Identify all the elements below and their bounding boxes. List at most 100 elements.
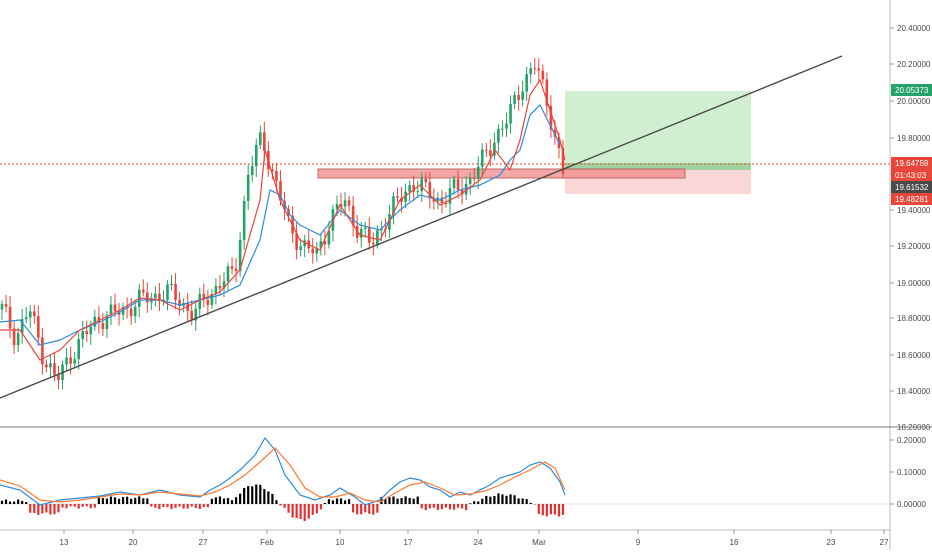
osc-bar (416, 496, 419, 504)
osc-bar (360, 504, 363, 515)
candle-body (561, 148, 565, 174)
osc-orange-line[interactable] (0, 447, 566, 503)
candle-body (101, 322, 105, 330)
candle-body (129, 308, 133, 317)
osc-bar (85, 504, 88, 507)
price-tick-label: 19.40000 (897, 206, 931, 215)
candle-body (234, 268, 238, 272)
osc-bar (117, 498, 121, 504)
candle-body (372, 242, 375, 245)
price-tag-bg (891, 169, 932, 181)
osc-bar (307, 504, 310, 519)
candle-body (485, 149, 488, 151)
osc-bar (331, 500, 335, 504)
price-tick-label: 18.40000 (897, 387, 931, 396)
price-tag-bg (891, 84, 932, 96)
osc-bar (456, 504, 460, 508)
osc-bar (29, 504, 32, 513)
price-tag-label: 19.61532 (895, 183, 929, 192)
osc-bar (343, 500, 347, 504)
candle-body (226, 266, 230, 282)
osc-bar (4, 499, 8, 504)
osc-bar (279, 504, 282, 506)
osc-bar (109, 496, 113, 504)
candle-body (250, 166, 254, 175)
osc-bar (186, 504, 189, 509)
candle-body (440, 197, 444, 204)
candle-body (549, 105, 553, 130)
osc-bar (517, 498, 520, 504)
osc-bar (311, 504, 314, 515)
osc-bar (545, 504, 548, 517)
osc-bar (65, 504, 68, 509)
candle-body (89, 326, 93, 335)
date-tick-label: 27 (199, 538, 208, 547)
ma-red-line[interactable] (0, 78, 566, 361)
osc-bar (33, 504, 36, 513)
date-tick-label: 23 (827, 538, 836, 547)
candle-body (347, 200, 351, 206)
price-tick-label: 19.20000 (897, 242, 931, 251)
candle-body (553, 129, 557, 137)
candle-body (121, 306, 125, 315)
osc-bar (194, 504, 197, 508)
osc-blue-line[interactable] (0, 436, 566, 506)
osc-bar (452, 504, 456, 510)
candle-body (202, 294, 206, 300)
osc-bar (513, 495, 516, 504)
osc-bar (202, 504, 205, 507)
osc-bar (275, 500, 278, 504)
candle-body (359, 228, 363, 238)
osc-bar (444, 504, 448, 508)
candle-body (541, 70, 545, 80)
candle-body (517, 94, 520, 100)
candle-body (472, 177, 476, 180)
osc-bar (420, 504, 423, 509)
osc-bar (392, 496, 395, 504)
candle-body (476, 166, 480, 180)
candle-body (335, 203, 339, 209)
osc-bar (255, 484, 258, 504)
osc-bar (267, 491, 270, 504)
osc-bar (553, 504, 557, 515)
osc-bar (541, 504, 544, 516)
candle-body (230, 266, 234, 269)
price-tag-label: 20.05373 (895, 86, 929, 95)
osc-bar (259, 484, 262, 504)
candle-body (529, 68, 533, 75)
osc-bar (428, 504, 431, 509)
candle-body (158, 293, 161, 301)
price-tick-label: 20.20000 (897, 60, 931, 69)
osc-bar (287, 504, 290, 513)
ma-blue-line[interactable] (0, 103, 561, 346)
osc-bar (105, 498, 109, 504)
trendline[interactable] (0, 55, 843, 399)
candle-body (20, 319, 24, 334)
oscillator-ticks: 0.20000 0.10000 0.00000 (890, 436, 926, 509)
osc-bar (222, 498, 226, 504)
osc-bar (493, 495, 496, 504)
candle-body (468, 177, 472, 184)
osc-bar (291, 504, 294, 518)
candle-body (242, 200, 246, 240)
osc-bar (271, 493, 274, 504)
candle-body (432, 198, 436, 202)
date-tick-label: Feb (260, 538, 274, 547)
candle-body (69, 357, 72, 364)
osc-bar (549, 504, 552, 515)
price-tag-label: 19.64759 (895, 159, 929, 168)
candle-body (525, 74, 528, 92)
osc-bar (400, 498, 403, 504)
price-tag-label: 19.48281 (895, 195, 929, 204)
candle-body (521, 91, 524, 100)
candle-body (0, 304, 4, 310)
date-tick-label: 20 (129, 538, 138, 547)
candle-body (77, 339, 80, 360)
osc-bar (158, 504, 161, 510)
candle-body (275, 171, 278, 182)
price-tag-bg (891, 181, 932, 193)
candle-body (323, 241, 327, 245)
osc-bar (25, 501, 28, 504)
